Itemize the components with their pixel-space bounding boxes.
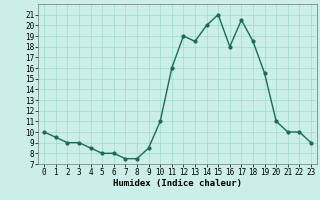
X-axis label: Humidex (Indice chaleur): Humidex (Indice chaleur) xyxy=(113,179,242,188)
